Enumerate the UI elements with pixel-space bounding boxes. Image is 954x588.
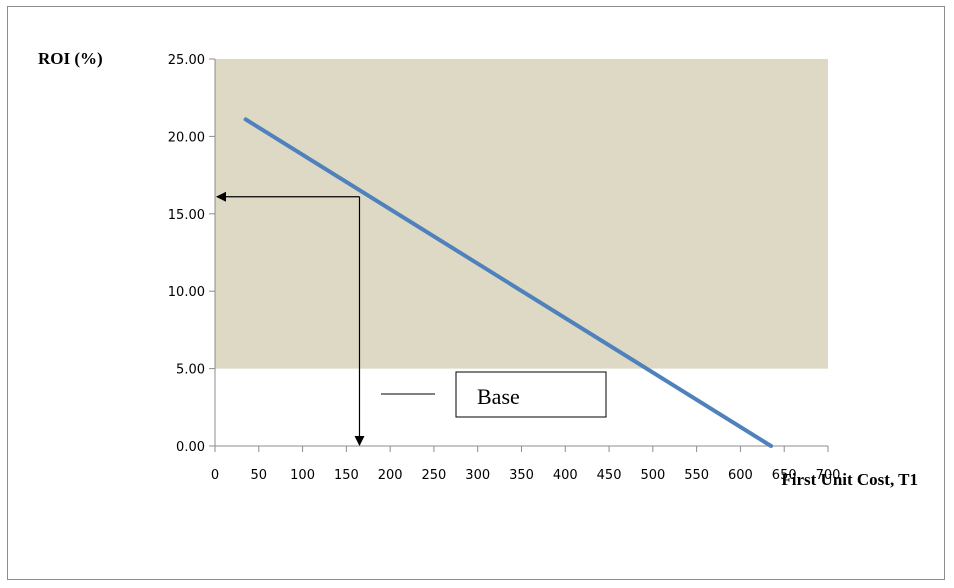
x-tick-label: 300 — [465, 468, 490, 483]
x-tick-label: 450 — [597, 468, 622, 483]
legend-box — [455, 371, 607, 418]
series-line — [243, 117, 774, 448]
y-tick-label: 0.00 — [176, 440, 205, 455]
y-ticks: 0.00 5.00 10.00 15.00 20.00 25.00 — [168, 53, 215, 455]
y-axis-label: ROI (%) — [38, 49, 103, 68]
series-group — [243, 117, 774, 448]
y-tick-label: 15.00 — [168, 208, 205, 223]
y-tick-label: 5.00 — [176, 363, 205, 378]
legend: Base — [381, 371, 607, 418]
x-tick-label: 200 — [378, 468, 403, 483]
roi-chart: 0.00 5.00 10.00 15.00 20.00 25.00 0 50 100 150 20… — [38, 49, 918, 489]
y-tick-label: 20.00 — [168, 130, 205, 145]
x-ticks: 0 50 100 150 200 250 300 350 400 450 500 550 600 650 7… — [211, 446, 841, 483]
x-axis-label: First Unit Cost, T1 — [781, 470, 918, 489]
x-tick-label: 350 — [509, 468, 534, 483]
x-tick-label: 550 — [684, 468, 709, 483]
x-tick-label: 400 — [553, 468, 578, 483]
x-tick-label: 700 — [816, 468, 841, 483]
x-tick-label: 250 — [422, 468, 447, 483]
x-tick-label: 650 — [772, 468, 797, 483]
x-tick-label: 100 — [290, 468, 315, 483]
chart-frame: 0.00 5.00 10.00 15.00 20.00 25.00 0 50 100 150 20… — [7, 6, 945, 580]
x-tick-label: 150 — [334, 468, 359, 483]
y-tick-label: 10.00 — [168, 285, 205, 300]
shaded-region — [215, 59, 828, 369]
x-tick-label: 50 — [251, 468, 268, 483]
x-tick-label: 0 — [211, 468, 219, 483]
legend-label: Base — [477, 384, 520, 409]
x-tick-label: 600 — [728, 468, 753, 483]
annotation-arrows — [216, 191, 365, 446]
x-tick-label: 500 — [640, 468, 665, 483]
y-tick-label: 25.00 — [168, 53, 205, 68]
